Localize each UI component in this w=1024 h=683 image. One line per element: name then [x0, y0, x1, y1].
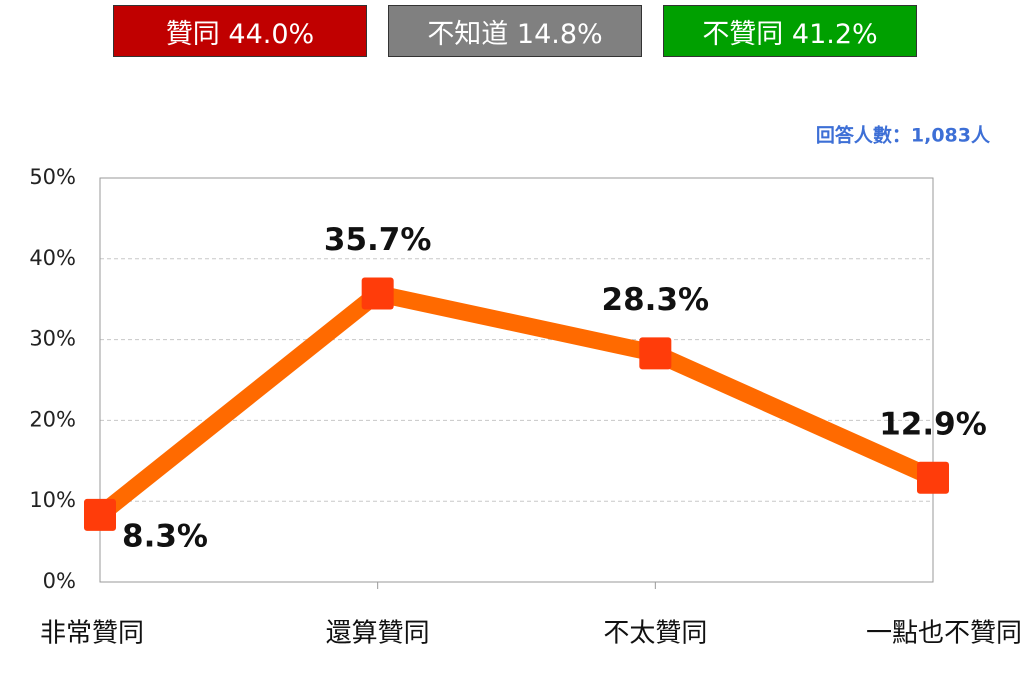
- respondents-note: 回答人數：1,083人: [816, 124, 991, 147]
- value-label: 12.9%: [879, 406, 987, 442]
- plot-frame: [99, 177, 934, 583]
- x-tick-label: 一點也不贊同: [866, 619, 1022, 649]
- marker: [361, 277, 394, 310]
- y-tick-label: 40%: [29, 246, 76, 270]
- value-label: 28.3%: [602, 282, 710, 318]
- summary-box: 贊同 44.0%: [113, 5, 367, 57]
- x-tick-label: 還算贊同: [326, 619, 430, 649]
- y-tick-label: 30%: [29, 327, 76, 351]
- marker: [917, 461, 949, 494]
- y-tick-label: 0%: [43, 569, 76, 593]
- x-tick-label: 非常贊同: [40, 619, 144, 649]
- y-tick-label: 10%: [29, 488, 76, 512]
- value-label: 8.3%: [122, 518, 208, 554]
- summary-box: 不贊同 41.2%: [663, 5, 917, 57]
- value-label: 35.7%: [324, 222, 432, 258]
- x-tick-label: 不太贊同: [603, 619, 707, 649]
- y-tick-label: 20%: [29, 407, 76, 431]
- y-tick-label: 50%: [29, 165, 76, 189]
- line: [94, 285, 937, 522]
- summary-box: 不知道 14.8%: [388, 5, 642, 57]
- marker: [639, 337, 672, 370]
- marker: [84, 498, 116, 531]
